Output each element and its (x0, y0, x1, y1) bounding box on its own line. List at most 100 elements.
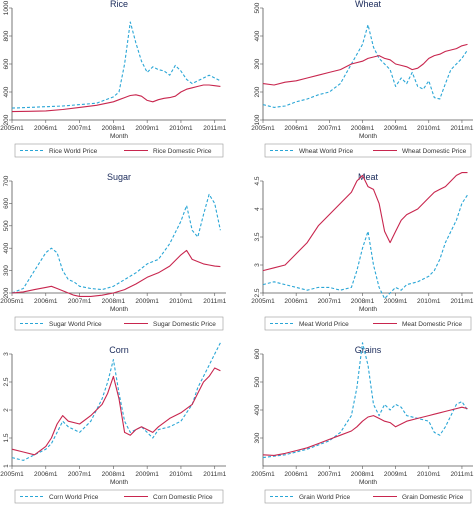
legend-label: Grain World Price (299, 494, 351, 501)
x-tick-label: 2007m1 (318, 471, 342, 478)
y-tick-label: 2 (3, 408, 10, 412)
legend-box (14, 489, 224, 504)
x-tick-label: 2008m1 (102, 298, 126, 305)
panel-grains: Grains 300 400 500 600 2005m1 2006m1 2007m1 2008… (251, 342, 474, 504)
x-tick-label: 2010m1 (417, 471, 441, 478)
legend-label: Sugar Domestic Price (153, 321, 216, 328)
panel-rice: Rice 200 400 600 800 1000 2005m1 2006m1 2007m1 20… (0, 0, 227, 158)
x-tick-label: 2011m1 (450, 298, 473, 305)
x-tick-label: 2010m1 (169, 125, 193, 132)
x-tick-label: 2008m1 (351, 298, 375, 305)
x-tick-label: 2007m1 (68, 298, 92, 305)
y-tick-label: 300 (3, 265, 10, 276)
x-axis-label: Month (110, 133, 128, 140)
x-tick-label: 2010m1 (417, 298, 441, 305)
series-line-world (11, 193, 221, 294)
y-tick-label: 500 (254, 376, 261, 387)
legend: Rice World Price Rice Domestic Price (14, 143, 224, 158)
legend: Corn World Price Corn Domestic Price (14, 489, 224, 504)
panel-title: Corn (109, 345, 129, 355)
y-tick-label: 3.5 (254, 232, 261, 241)
x-tick-label: 2005m1 (251, 471, 275, 478)
x-axis-label: Month (359, 133, 377, 140)
y-tick-label: 3 (254, 263, 261, 267)
series-line-domestic (11, 367, 221, 456)
legend: Wheat World Price Wheat Domestic Price (264, 143, 472, 158)
y-tick-label: 400 (3, 242, 10, 253)
legend-label: Sugar World Price (49, 321, 102, 328)
y-tick-label: 400 (254, 30, 261, 41)
panel-title: Grains (355, 345, 382, 355)
x-tick-label: 2005m1 (251, 125, 275, 132)
legend: Meat World Price Meat Domestic Price (264, 316, 472, 331)
legend-label: Wheat Domestic Price (402, 148, 467, 155)
legend-label: Rice World Price (49, 148, 98, 155)
y-tick-label: 600 (3, 198, 10, 209)
y-tick-label: 100 (254, 114, 261, 125)
series-line-world (262, 24, 468, 108)
series-line-world (11, 21, 221, 109)
y-tick-label: 1000 (3, 0, 10, 15)
x-axis-label: Month (359, 479, 377, 486)
x-axis-label: Month (110, 306, 128, 313)
x-tick-label: 2006m1 (34, 125, 58, 132)
legend-box (264, 489, 472, 504)
legend-label: Meat World Price (299, 321, 349, 328)
x-tick-label: 2008m1 (351, 125, 375, 132)
x-tick-label: 2011m1 (203, 125, 226, 132)
y-tick-label: 700 (3, 175, 10, 186)
x-tick-label: 2009m1 (135, 298, 159, 305)
x-tick-label: 2011m1 (450, 471, 473, 478)
legend-label: Corn World Price (49, 494, 99, 501)
x-tick-label: 2007m1 (318, 125, 342, 132)
x-tick-label: 2007m1 (68, 471, 92, 478)
x-tick-label: 2008m1 (102, 471, 126, 478)
panel-corn: Corn 1 1.5 2 2.5 3 2005m1 2006m1 2007m1 2008m1 200… (0, 342, 227, 504)
legend-label: Grain Domestic Price (402, 494, 464, 501)
legend: Sugar World Price Sugar Domestic Price (14, 316, 224, 331)
y-tick-label: 300 (254, 432, 261, 443)
panel-title: Wheat (355, 0, 382, 9)
panel-meat: Meat 2.5 3 3.5 4 4.5 2005m1 2006m1 2007m1 2008m1 2… (251, 172, 474, 331)
y-tick-label: 400 (254, 404, 261, 415)
series-line-domestic (11, 84, 221, 113)
legend-box (14, 316, 224, 331)
series-line-world (262, 342, 468, 459)
y-tick-label: 600 (254, 348, 261, 359)
x-tick-label: 2009m1 (384, 298, 408, 305)
x-tick-label: 2010m1 (169, 471, 193, 478)
y-tick-label: 200 (3, 287, 10, 298)
legend-label: Corn Domestic Price (153, 494, 213, 501)
y-tick-label: 200 (254, 86, 261, 97)
x-tick-label: 2006m1 (284, 298, 308, 305)
y-tick-label: 4 (254, 207, 261, 211)
series-line-domestic (11, 249, 221, 297)
y-tick-label: 1.5 (3, 433, 10, 442)
series-line-world (262, 194, 468, 300)
x-tick-label: 2009m1 (384, 125, 408, 132)
x-tick-label: 2007m1 (318, 298, 342, 305)
x-tick-label: 2011m1 (450, 125, 473, 132)
x-tick-label: 2011m1 (203, 471, 226, 478)
x-tick-label: 2005m1 (0, 471, 24, 478)
y-tick-label: 500 (254, 2, 261, 13)
panel-title: Rice (110, 0, 128, 9)
x-tick-label: 2007m1 (68, 125, 92, 132)
x-tick-label: 2006m1 (34, 471, 58, 478)
x-tick-label: 2005m1 (251, 298, 275, 305)
series-line-domestic (262, 406, 468, 456)
y-tick-label: 500 (3, 220, 10, 231)
x-tick-label: 2009m1 (135, 125, 159, 132)
legend-box (264, 316, 472, 331)
y-tick-label: 2.5 (254, 288, 261, 297)
y-tick-label: 600 (3, 58, 10, 69)
x-tick-label: 2008m1 (102, 125, 126, 132)
x-tick-label: 2008m1 (351, 471, 375, 478)
y-tick-label: 200 (3, 114, 10, 125)
x-tick-label: 2011m1 (203, 298, 226, 305)
series-line-domestic (262, 43, 468, 86)
x-axis-label: Month (359, 306, 377, 313)
y-tick-label: 800 (3, 30, 10, 41)
y-tick-label: 2.5 (3, 377, 10, 386)
